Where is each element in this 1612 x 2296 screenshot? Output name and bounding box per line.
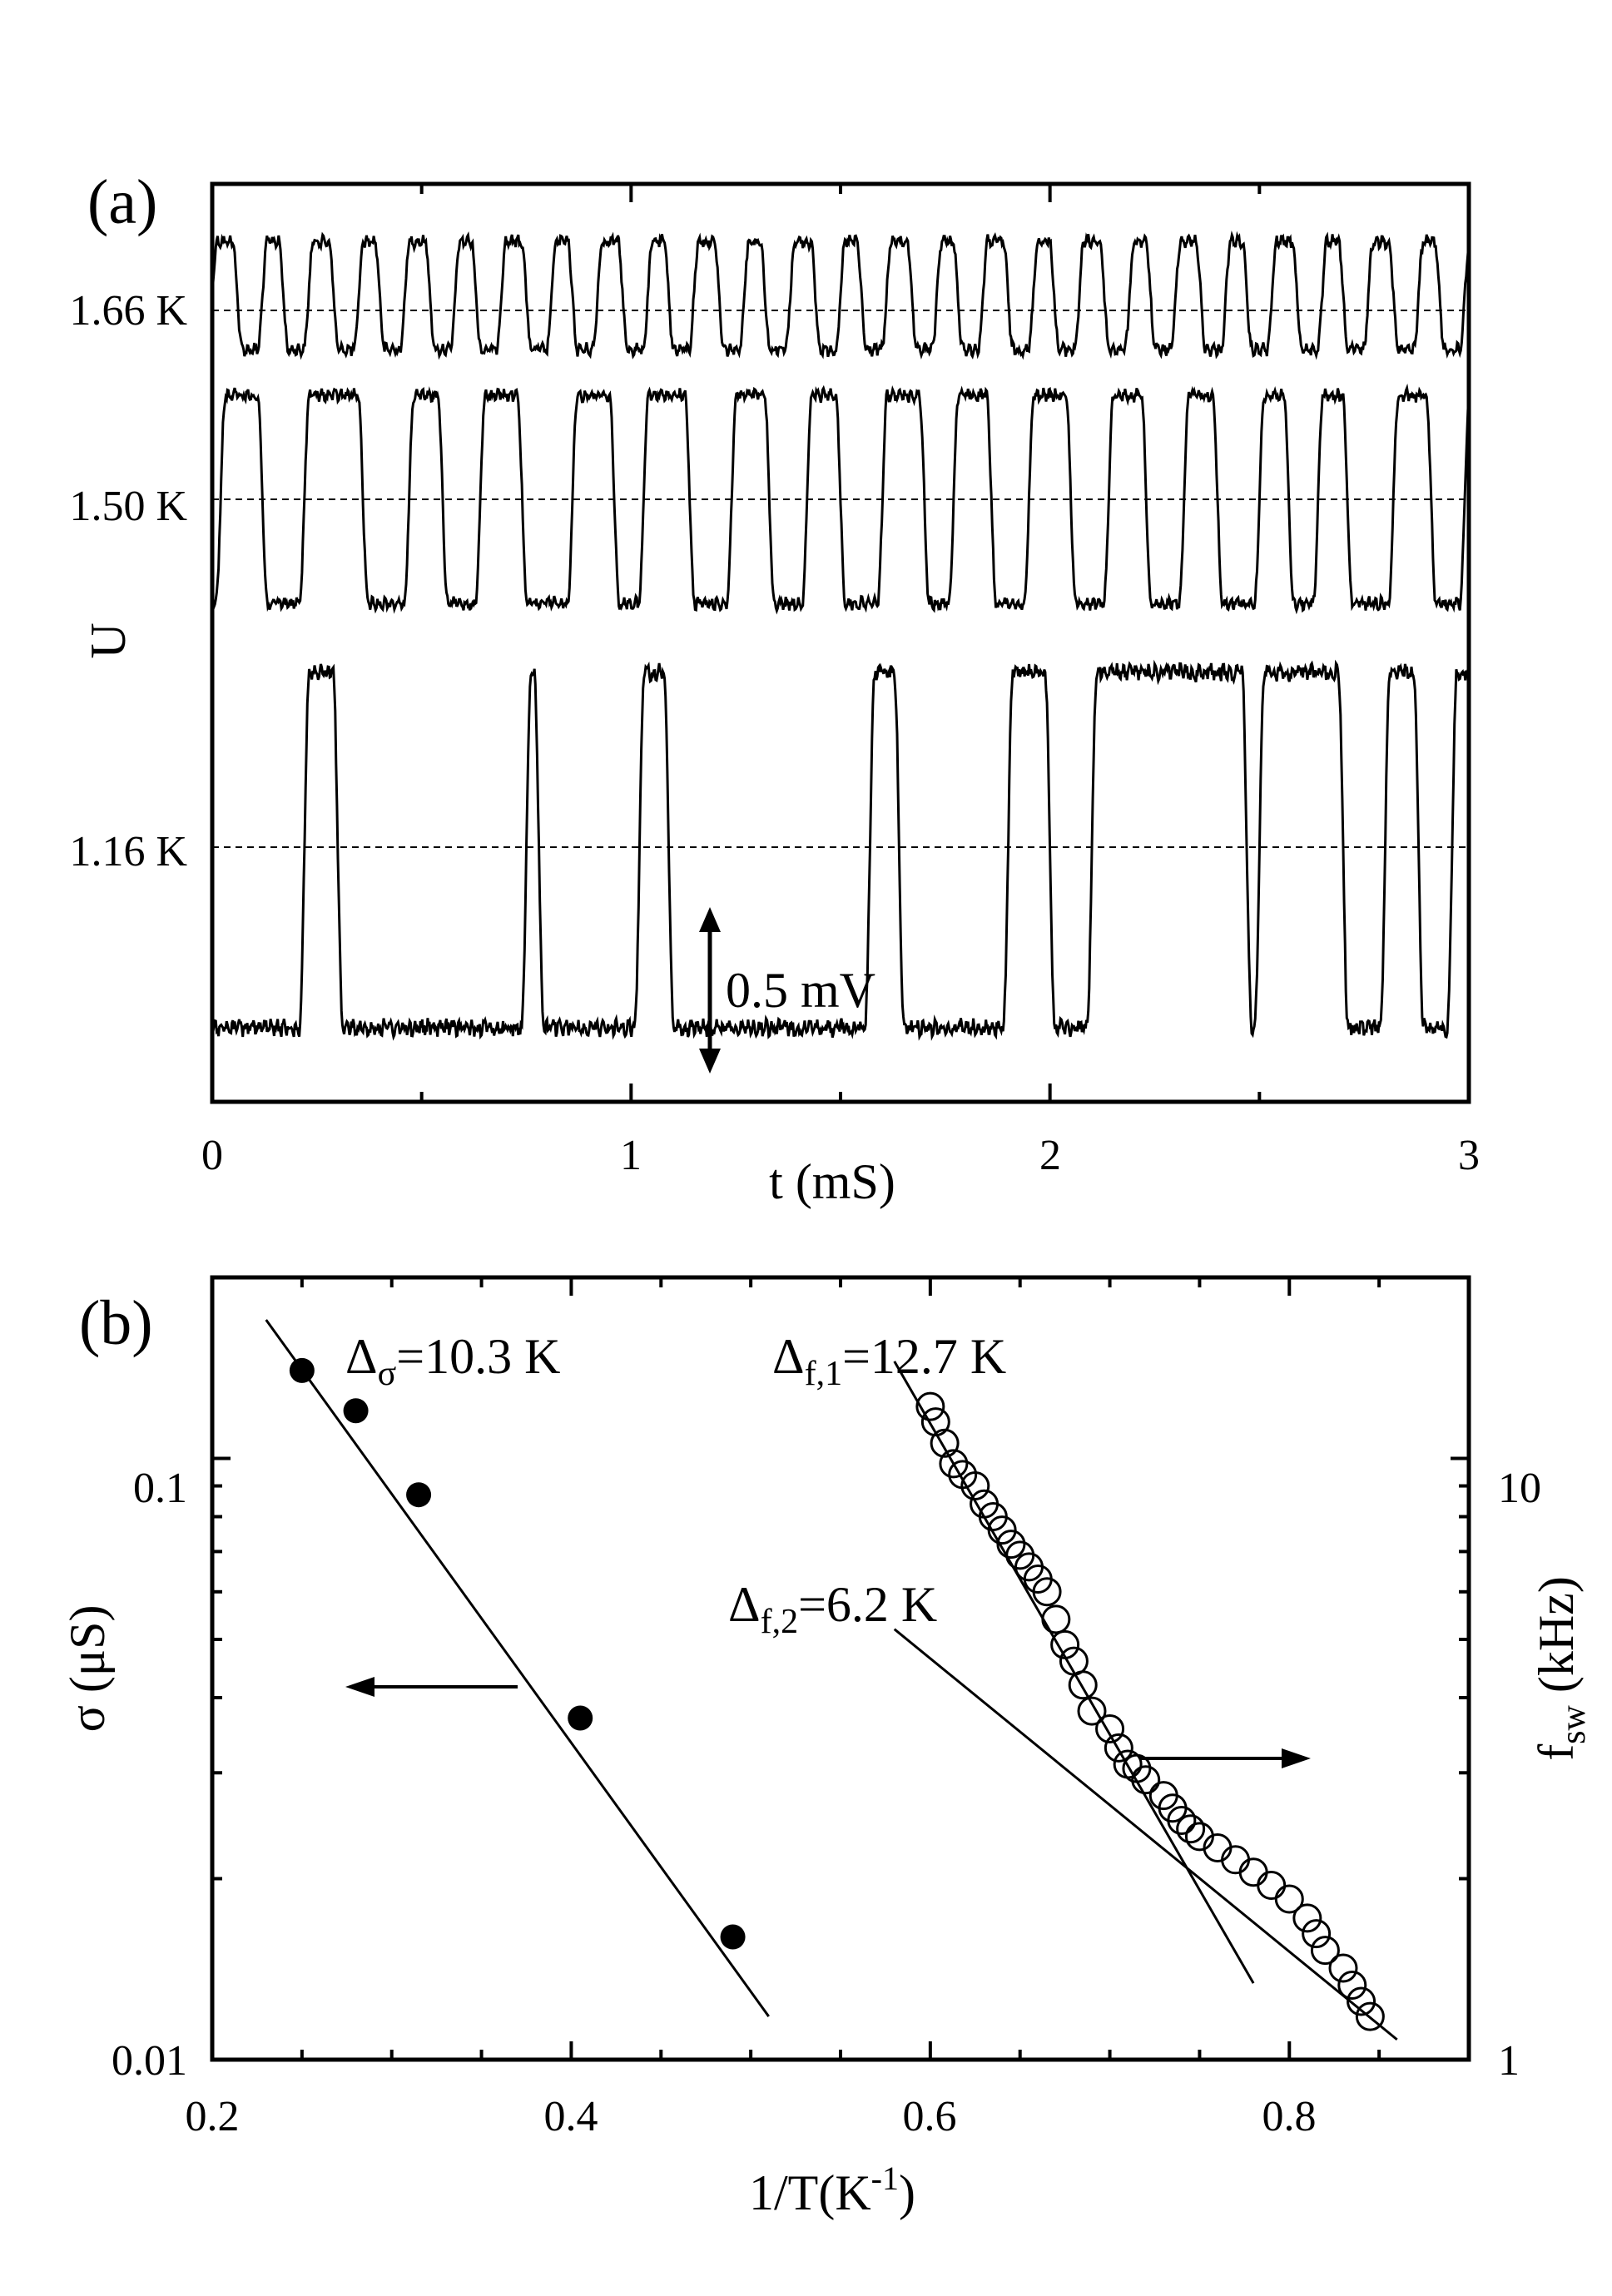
annotation-delta-sigma-symbol: Δ bbox=[345, 1329, 378, 1384]
scale-bar: 0.5 mV bbox=[699, 907, 875, 1074]
panel-b-points bbox=[289, 1357, 1385, 2031]
trace-1-66-K bbox=[211, 231, 1471, 360]
xlabel-close: ) bbox=[899, 2165, 915, 2220]
series-label-1-50K: 1.50 K bbox=[69, 483, 187, 530]
panel-b-label: (b) bbox=[79, 1288, 153, 1358]
right-axis-arrow bbox=[1140, 1748, 1311, 1768]
sigma-point bbox=[289, 1357, 315, 1383]
x-tick-label-2: 2 bbox=[1039, 1132, 1061, 1179]
fsw-point bbox=[1041, 1604, 1071, 1634]
fsw-point bbox=[1328, 1953, 1358, 1983]
fsw-point bbox=[1068, 1670, 1098, 1700]
fsw-point bbox=[1032, 1577, 1062, 1607]
trace-1-16-K bbox=[211, 659, 1471, 1041]
left-tick-label-0-1: 0.1 bbox=[133, 1465, 187, 1512]
right-axis-label-units: (kHz) bbox=[1529, 1576, 1584, 1705]
scale-bar-label: 0.5 mV bbox=[726, 963, 875, 1018]
annotation-delta-sigma: Δσ=10.3 K bbox=[345, 1329, 560, 1393]
right-tick-label-10: 10 bbox=[1498, 1465, 1541, 1512]
panel-a: (a) 1.66 K 1.50 K 1.16 K U 0 1 2 3 t (mS… bbox=[69, 167, 1480, 1209]
series-label-1-16K: 1.16 K bbox=[69, 828, 187, 875]
fsw-point bbox=[1131, 1765, 1161, 1795]
fsw-point bbox=[1095, 1713, 1125, 1743]
left-tick-label-0-01: 0.01 bbox=[112, 2037, 187, 2085]
trace-1-50-K bbox=[211, 383, 1471, 615]
fsw-point bbox=[960, 1471, 990, 1501]
x-tick-label-3: 3 bbox=[1458, 1132, 1480, 1179]
left-axis-arrow bbox=[345, 1677, 518, 1697]
sigma-point bbox=[720, 1924, 746, 1950]
annotation-delta-f2-sub: f,2 bbox=[761, 1603, 799, 1641]
fsw-point bbox=[939, 1449, 969, 1479]
fsw-point bbox=[1167, 1805, 1197, 1835]
annotation-delta-sigma-sub: σ bbox=[378, 1355, 397, 1393]
fsw-point bbox=[1176, 1814, 1206, 1844]
fsw-point bbox=[1355, 2001, 1385, 2031]
fsw-point bbox=[920, 1407, 950, 1437]
fsw-point bbox=[996, 1530, 1026, 1560]
panel-a-xlabel: t (mS) bbox=[769, 1154, 895, 1209]
x-tick-label-1: 1 bbox=[620, 1132, 642, 1179]
right-tick-label-1: 1 bbox=[1498, 2037, 1520, 2085]
sigma-point bbox=[343, 1398, 369, 1424]
fsw-point bbox=[1050, 1629, 1080, 1659]
fsw-point bbox=[1337, 1971, 1367, 2001]
fsw-point bbox=[987, 1515, 1017, 1545]
fsw-point bbox=[1238, 1857, 1268, 1887]
fsw-point bbox=[1104, 1733, 1133, 1763]
annotation-delta-f1: Δf,1=12.7 K bbox=[772, 1329, 1006, 1393]
fsw-point bbox=[1310, 1936, 1340, 1966]
annotation-delta-f1-value: =12.7 K bbox=[842, 1329, 1006, 1384]
fsw-point bbox=[1257, 1870, 1287, 1900]
panel-a-traces bbox=[211, 231, 1471, 1041]
panel-b-xlabel: 1/T(K-1) bbox=[749, 2160, 915, 2220]
fsw-point bbox=[1302, 1919, 1332, 1949]
right-axis-label-sub: sw bbox=[1555, 1704, 1593, 1743]
annotation-delta-f2-symbol: Δ bbox=[728, 1577, 761, 1632]
b-x-tick-label-0: 0.2 bbox=[186, 2093, 240, 2140]
right-axis-label-main: f bbox=[1529, 1744, 1584, 1761]
annotation-delta-sigma-value: =10.3 K bbox=[396, 1329, 560, 1384]
annotation-delta-f1-symbol: Δ bbox=[772, 1329, 805, 1384]
series-label-1-66K: 1.66 K bbox=[69, 287, 187, 335]
panel-b-frame bbox=[210, 1275, 1471, 2062]
panel-b-ticks bbox=[211, 1276, 1471, 2061]
sigma-point bbox=[568, 1705, 593, 1731]
fsw-point bbox=[915, 1391, 945, 1421]
fsw-point bbox=[1292, 1903, 1322, 1933]
annotation-delta-f2-value: =6.2 K bbox=[798, 1577, 937, 1632]
fsw-point bbox=[1274, 1884, 1304, 1914]
fsw-point bbox=[930, 1428, 960, 1458]
xlabel-sup: -1 bbox=[871, 2160, 899, 2197]
fit-line-0 bbox=[265, 1319, 770, 2017]
panel-b-fit-lines bbox=[265, 1319, 1398, 2041]
panel-a-label: (a) bbox=[87, 167, 157, 237]
panel-a-ticks bbox=[211, 184, 1471, 1102]
fsw-point bbox=[1347, 1986, 1376, 2016]
xlabel-main: 1/T(K bbox=[749, 2165, 871, 2220]
b-x-tick-label-1: 0.4 bbox=[544, 2093, 598, 2140]
b-x-tick-label-3: 0.8 bbox=[1262, 2093, 1317, 2140]
panel-b: (b) 0.2 0.4 0.6 0.8 0.01 0.1 1 10 σ (μS)… bbox=[60, 1275, 1593, 2220]
fsw-point bbox=[1221, 1845, 1251, 1875]
fit-line-2 bbox=[893, 1628, 1398, 2041]
annotation-delta-f1-sub: f,1 bbox=[805, 1355, 843, 1393]
left-axis-label: σ (μS) bbox=[60, 1605, 115, 1733]
panel-a-ylabel: U bbox=[81, 622, 136, 658]
sigma-point bbox=[406, 1482, 432, 1508]
right-axis-label: fsw (kHz) bbox=[1529, 1576, 1593, 1761]
annotation-delta-f2: Δf,2=6.2 K bbox=[728, 1577, 937, 1641]
b-x-tick-label-2: 0.6 bbox=[903, 2093, 957, 2140]
x-tick-label-0: 0 bbox=[201, 1132, 223, 1179]
fsw-point bbox=[1077, 1696, 1107, 1726]
